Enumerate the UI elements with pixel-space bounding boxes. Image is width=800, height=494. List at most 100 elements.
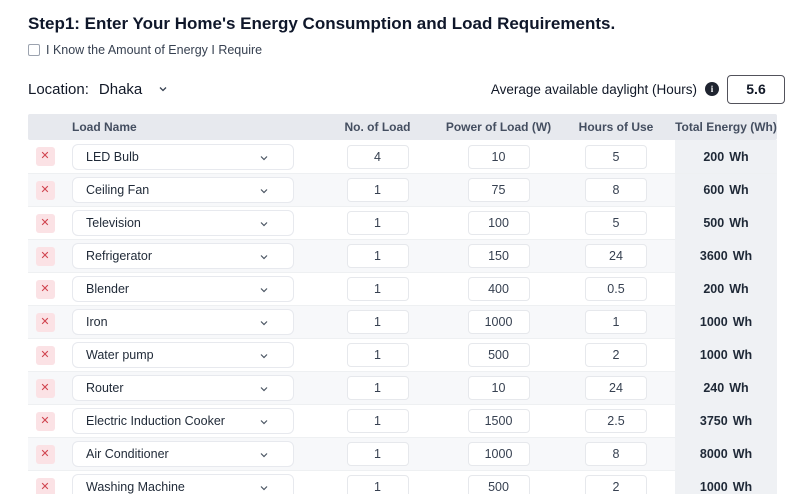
chevron-down-icon: [260, 288, 268, 293]
total-energy-cell: 3750 Wh: [675, 404, 777, 438]
info-icon[interactable]: i: [705, 82, 719, 96]
location-selected-value: Dhaka: [98, 80, 143, 98]
qty-input[interactable]: [346, 475, 409, 494]
table-row: ✕ Blender 200 Wh: [28, 272, 777, 306]
header-total-energy: Total Energy (Wh): [675, 120, 777, 134]
total-energy-value: 500: [703, 216, 725, 230]
load-name-select[interactable]: Air Conditioner: [72, 441, 294, 467]
qty-input[interactable]: [346, 409, 409, 433]
hours-input[interactable]: [585, 144, 647, 169]
power-input[interactable]: [467, 244, 530, 268]
load-name-select[interactable]: Ceiling Fan: [72, 177, 294, 203]
load-name-select[interactable]: Electric Induction Cooker: [72, 408, 294, 434]
power-input[interactable]: [467, 475, 530, 494]
qty-input[interactable]: [346, 211, 409, 235]
delete-row-button[interactable]: ✕: [35, 147, 55, 166]
hours-input[interactable]: [585, 442, 647, 466]
power-input[interactable]: [467, 211, 530, 235]
delete-row-button[interactable]: ✕: [35, 180, 55, 200]
total-energy-value: 600: [703, 183, 725, 197]
power-input[interactable]: [467, 442, 530, 466]
load-name-select[interactable]: Refrigerator: [72, 243, 294, 269]
total-energy-value: 240: [703, 381, 725, 395]
load-table: Load Name No. of Load Power of Load (W) …: [28, 114, 777, 494]
delete-row-button[interactable]: ✕: [35, 378, 55, 398]
qty-input[interactable]: [346, 277, 409, 301]
daylight-hours-input[interactable]: [727, 74, 785, 104]
qty-input[interactable]: [346, 244, 409, 268]
total-energy-cell: 1000 Wh: [675, 338, 777, 372]
delete-icon: ✕: [40, 414, 50, 427]
power-input[interactable]: [467, 178, 530, 202]
load-name-value: Television: [86, 216, 141, 230]
total-energy-cell: 600 Wh: [675, 173, 777, 207]
power-input[interactable]: [467, 343, 530, 367]
power-input[interactable]: [467, 144, 530, 169]
total-energy-value: 8000: [699, 447, 728, 461]
hours-input[interactable]: [585, 277, 647, 301]
delete-icon: ✕: [40, 216, 50, 229]
total-energy-cell: 3600 Wh: [675, 239, 777, 273]
delete-icon: ✕: [40, 480, 50, 493]
hours-input[interactable]: [585, 475, 647, 494]
load-name-value: Water pump: [86, 348, 154, 362]
hours-input[interactable]: [585, 310, 647, 334]
hours-input[interactable]: [585, 343, 647, 367]
load-name-value: Air Conditioner: [86, 447, 169, 461]
power-input[interactable]: [467, 310, 530, 334]
power-input[interactable]: [467, 277, 530, 301]
header-no-of-load: No. of Load: [344, 120, 411, 134]
power-input[interactable]: [467, 376, 530, 400]
load-name-value: Refrigerator: [86, 249, 152, 263]
daylight-group: Average available daylight (Hours) i: [491, 74, 785, 104]
qty-input[interactable]: [346, 178, 409, 202]
total-energy-unit: Wh: [729, 183, 749, 197]
hours-input[interactable]: [585, 409, 647, 433]
delete-row-button[interactable]: ✕: [35, 411, 55, 431]
total-energy-unit: Wh: [729, 282, 749, 296]
table-row: ✕ Ceiling Fan 600 Wh: [28, 173, 777, 207]
total-energy-unit: Wh: [732, 480, 753, 494]
delete-row-button[interactable]: ✕: [35, 345, 55, 365]
load-name-value: Ceiling Fan: [86, 183, 150, 197]
delete-row-button[interactable]: ✕: [35, 444, 55, 464]
delete-row-button[interactable]: ✕: [35, 279, 55, 299]
total-energy-cell: 240 Wh: [675, 371, 777, 405]
qty-input[interactable]: [346, 442, 409, 466]
total-energy-cell: 8000 Wh: [675, 437, 777, 471]
total-energy-unit: Wh: [729, 216, 749, 230]
delete-row-button[interactable]: ✕: [35, 312, 55, 332]
location-select[interactable]: Dhaka: [99, 81, 168, 98]
load-name-select[interactable]: Blender: [72, 276, 294, 302]
know-energy-checkbox[interactable]: [28, 44, 40, 56]
load-name-value: Iron: [86, 315, 108, 329]
hours-input[interactable]: [585, 244, 647, 268]
load-name-select[interactable]: Water pump: [72, 342, 294, 368]
qty-input[interactable]: [346, 376, 409, 400]
table-row: ✕ Iron 1000 Wh: [28, 305, 777, 339]
qty-input[interactable]: [346, 310, 409, 334]
load-name-select[interactable]: Router: [72, 375, 294, 401]
qty-input[interactable]: [346, 343, 409, 367]
total-energy-unit: Wh: [732, 447, 753, 461]
delete-row-button[interactable]: ✕: [35, 477, 55, 494]
delete-row-button[interactable]: ✕: [35, 213, 55, 233]
hours-input[interactable]: [585, 376, 647, 400]
delete-icon: ✕: [40, 315, 50, 328]
load-name-select[interactable]: Television: [72, 210, 294, 236]
hours-input[interactable]: [585, 178, 647, 202]
delete-icon: ✕: [40, 183, 50, 196]
hours-input[interactable]: [585, 211, 647, 235]
load-name-select[interactable]: Washing Machine: [72, 474, 294, 494]
load-name-select[interactable]: Iron: [72, 309, 294, 335]
chevron-down-icon: [260, 387, 268, 392]
load-name-select[interactable]: LED Bulb: [72, 143, 294, 170]
chevron-down-icon: [159, 87, 167, 92]
qty-input[interactable]: [346, 144, 409, 169]
chevron-down-icon: [260, 420, 268, 425]
chevron-down-icon: [260, 222, 268, 227]
power-input[interactable]: [467, 409, 530, 433]
delete-row-button[interactable]: ✕: [35, 246, 55, 266]
chevron-down-icon: [260, 453, 268, 458]
